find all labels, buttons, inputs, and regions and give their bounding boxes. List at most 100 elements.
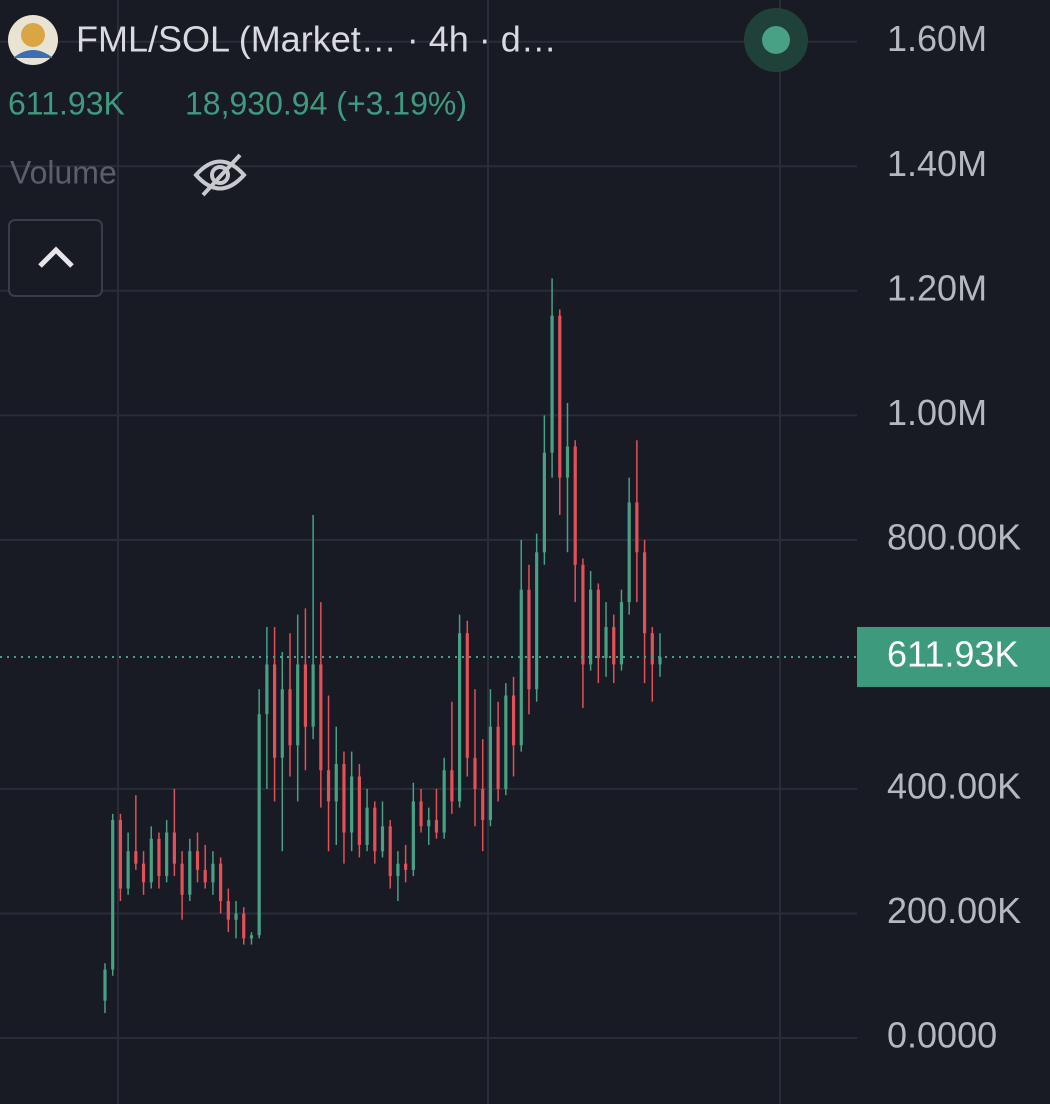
volume-label: Volume (10, 154, 117, 190)
candle-body (219, 863, 223, 902)
overlay: 611.93K (0, 626, 1050, 687)
candle-body (373, 807, 377, 852)
candle-body (527, 589, 531, 690)
candle-body (380, 826, 385, 852)
candle-body (465, 633, 469, 758)
candle-body (296, 664, 300, 746)
title: FML/SOL (Market… · 4h · d… (76, 19, 557, 60)
candle-body (141, 863, 146, 883)
candle-body (357, 776, 361, 845)
candle-body (627, 502, 631, 603)
time-grid (117, 0, 781, 1104)
candle-body (642, 552, 647, 634)
candle-body (334, 764, 338, 802)
candle-body (419, 801, 423, 827)
candle-body (234, 913, 238, 920)
candle-body (134, 851, 138, 864)
collapse-button[interactable] (8, 219, 103, 297)
candle-body (558, 315, 562, 478)
candle-body (504, 695, 508, 789)
y-tick-label: 1.60M (887, 18, 987, 59)
chevron-up (38, 246, 74, 268)
candle-body (450, 770, 454, 802)
candle-body (481, 788, 485, 821)
eye-slash-icon[interactable] (193, 153, 247, 197)
candle-body (118, 820, 123, 889)
candle-body (650, 633, 654, 665)
candle-body (635, 502, 639, 553)
candle-body (319, 664, 323, 771)
candle-body (326, 770, 331, 802)
last-price-box (857, 626, 1050, 687)
candle-body (365, 807, 369, 845)
candle-body (496, 726, 500, 789)
candle-body (157, 838, 161, 877)
avatar-body (13, 50, 53, 58)
candle-body (165, 832, 169, 877)
grid: 0.0000 200.00K 400.00K 800.00K 1.00M 1.20M 1.4… (0, 18, 1021, 1056)
y-tick-label: 1.40M (887, 143, 987, 184)
status-dot (762, 26, 790, 54)
candle-body (457, 633, 462, 802)
candle-body (565, 446, 570, 478)
slash (201, 153, 242, 197)
header: FML/SOL (Market… · 4h · d… 611.93K 18,93… (8, 8, 808, 297)
candle-body (604, 627, 608, 659)
candle-body (195, 851, 200, 870)
candle-body (342, 764, 346, 833)
y-tick-label: 1.00M (887, 392, 987, 433)
candle-body (596, 589, 600, 659)
candle-body (473, 757, 477, 789)
candle-body (427, 820, 431, 827)
candle-body (303, 664, 308, 727)
candle-body (511, 695, 516, 746)
last-price-label: 611.93K (887, 633, 1018, 674)
candle-body (535, 552, 539, 690)
y-tick-label: 0.0000 (887, 1015, 997, 1056)
price: 611.93K (8, 85, 125, 121)
y-tick-label: 1.20M (887, 267, 987, 308)
candle-body (249, 935, 254, 939)
candle-body (242, 913, 246, 939)
candle-body (257, 714, 261, 936)
candle-body (126, 851, 130, 889)
y-tick-label: 200.00K (887, 890, 1021, 931)
candle-body (188, 851, 192, 895)
candle-body (488, 726, 493, 821)
avatar-face (21, 23, 45, 47)
candle-body (272, 664, 277, 758)
candle-body (172, 832, 176, 864)
y-tick-label: 400.00K (887, 765, 1021, 806)
candle-body (111, 820, 115, 970)
change: 18,930.94 (+3.19%) (185, 85, 467, 121)
candle-body (388, 826, 392, 877)
candle-body (411, 801, 415, 870)
candle-body (519, 589, 523, 746)
candle-body (280, 689, 284, 758)
candle-body (573, 446, 577, 565)
candle-body (550, 315, 554, 453)
candle-body (288, 689, 292, 746)
candle-body (211, 863, 215, 883)
candle-body (180, 863, 184, 895)
candle-body (434, 820, 439, 833)
candle-body (203, 869, 207, 883)
candle-body (612, 627, 616, 665)
pupil (210, 165, 230, 185)
candle-body (103, 969, 107, 1001)
candle-body (149, 838, 153, 883)
candle-body (265, 664, 269, 715)
candle-body (404, 863, 408, 870)
candle-body (658, 656, 662, 665)
candles (103, 278, 662, 1014)
candle-body (350, 776, 354, 833)
candle-body (581, 564, 585, 665)
candle-body (396, 863, 400, 877)
candle-body (442, 770, 446, 833)
candle-body (619, 602, 624, 665)
candle-body (226, 901, 230, 920)
y-tick-label: 800.00K (887, 516, 1021, 557)
candle-body (589, 589, 593, 665)
